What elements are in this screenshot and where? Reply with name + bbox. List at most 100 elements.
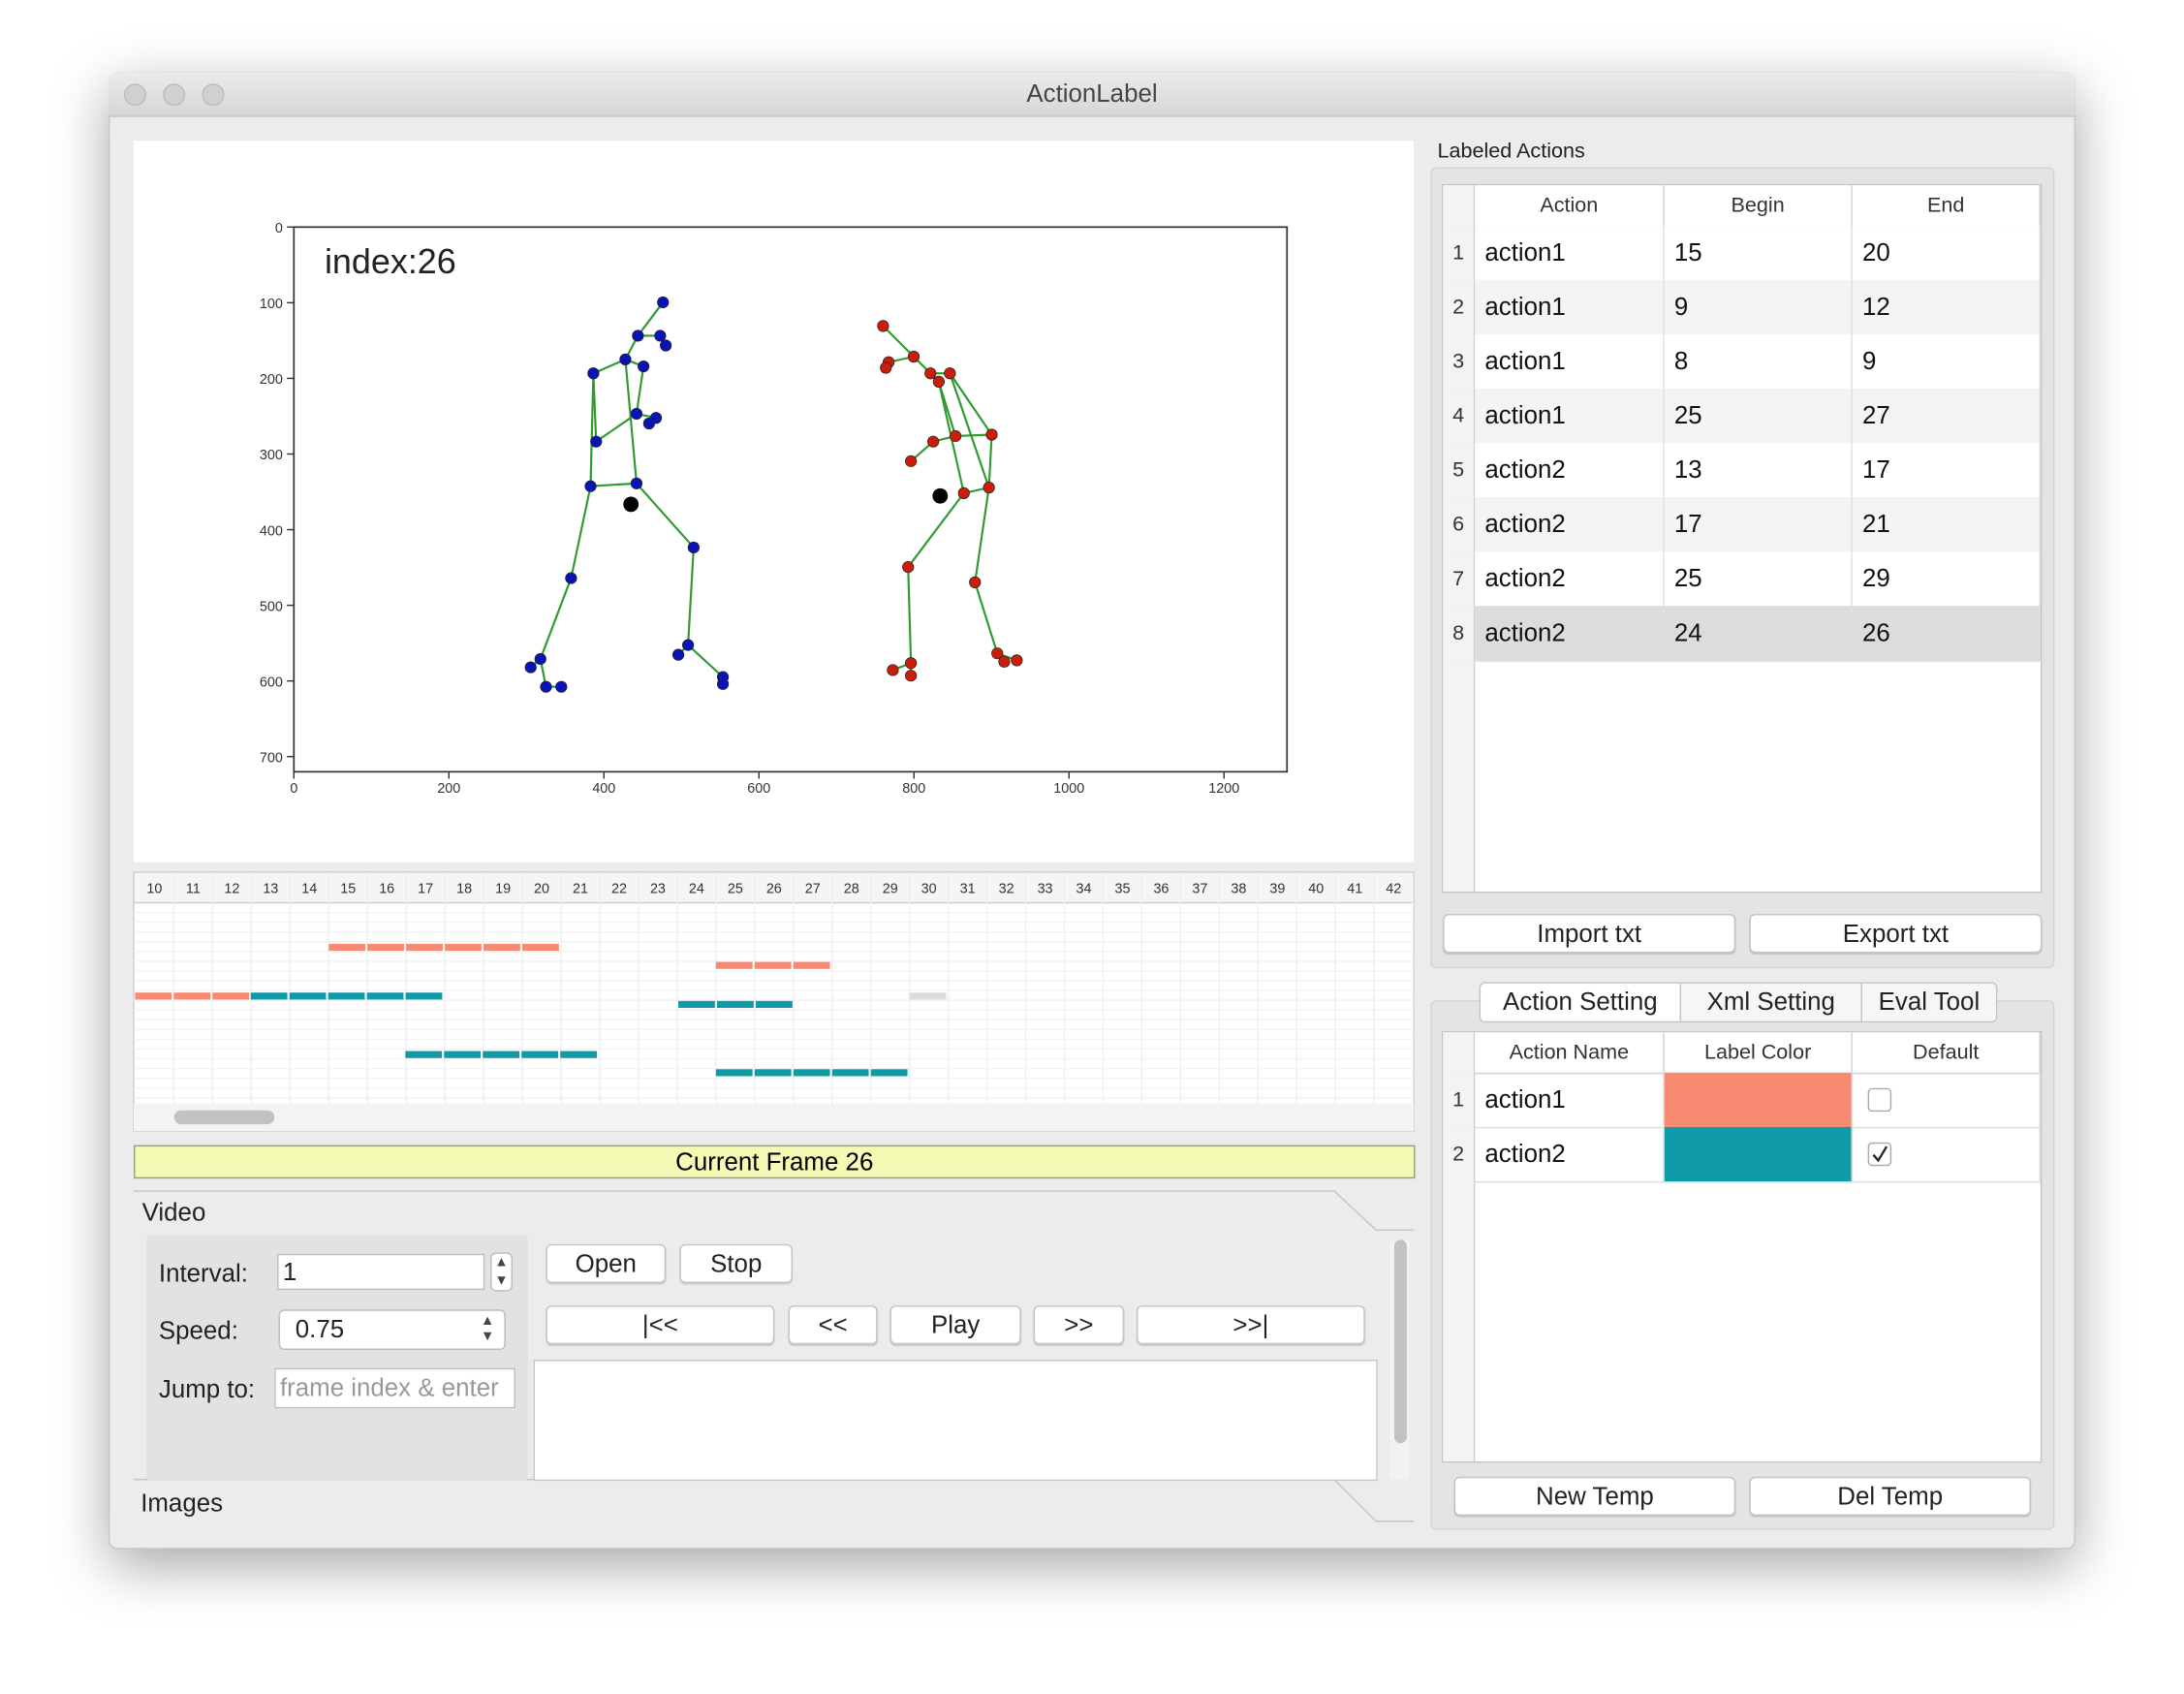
bone	[949, 372, 993, 436]
frame-label: 35	[1114, 881, 1130, 896]
next-button[interactable]: >>	[1033, 1304, 1125, 1345]
first-button[interactable]: |<<	[546, 1304, 775, 1345]
scroll-thumb[interactable]	[173, 1110, 275, 1125]
y-tick-label: 200	[260, 372, 283, 388]
frame-label: 26	[766, 881, 782, 896]
checkbox[interactable]	[1867, 1087, 1892, 1113]
tab[interactable]: Action Setting	[1479, 982, 1682, 1023]
timeline-header	[133, 871, 1415, 904]
checkbox[interactable]	[1867, 1142, 1892, 1167]
log-area[interactable]	[533, 1360, 1378, 1482]
table-row[interactable]: 2 action2	[1443, 1126, 2041, 1183]
table-row[interactable]: 5 action2 13 17	[1443, 443, 2041, 499]
table-row[interactable]: 1 action1	[1443, 1072, 2041, 1129]
joint	[927, 435, 940, 448]
cell: 26	[1852, 606, 2041, 662]
frame-label: 14	[301, 881, 317, 896]
jump-input[interactable]: frame index & enter	[274, 1367, 515, 1409]
close-button[interactable]	[123, 83, 146, 107]
timeline-scrollbar[interactable]	[134, 1103, 1415, 1132]
play-button[interactable]: Play	[889, 1304, 1021, 1345]
label-color[interactable]	[1664, 1072, 1853, 1129]
cell: action1	[1475, 279, 1665, 336]
joint	[671, 648, 685, 661]
labeled-actions-title: Labeled Actions	[1437, 139, 1585, 164]
new-temp-button[interactable]: New Temp	[1453, 1476, 1736, 1516]
table-row[interactable]: 3 action1 8 9	[1443, 334, 2041, 391]
frame-label: 38	[1231, 881, 1246, 896]
row-number: 2	[1443, 279, 1476, 336]
frame-label: 33	[1038, 881, 1053, 896]
interval-input[interactable]: 1	[277, 1253, 485, 1291]
table-row[interactable]: 8 action2 24 26	[1443, 606, 2041, 662]
column-header: Action Name	[1475, 1032, 1665, 1075]
frame-label: 12	[224, 881, 239, 896]
action-segment	[328, 943, 366, 952]
export-button[interactable]: Export txt	[1749, 914, 2043, 954]
frame-label: 13	[263, 881, 278, 896]
zoom-button[interactable]	[202, 83, 225, 107]
cell: 17	[1664, 497, 1853, 553]
table-header: Action Name Label Color Default	[1443, 1032, 2041, 1075]
frame-label: 11	[186, 881, 201, 896]
table-row[interactable]: 2 action1 9 12	[1443, 279, 2041, 336]
minimize-button[interactable]	[163, 83, 186, 107]
table-row[interactable]: 6 action2 17 21	[1443, 497, 2041, 553]
frame-label: 25	[728, 881, 743, 896]
bone	[570, 486, 592, 579]
frame-label: 15	[340, 881, 356, 896]
table-row[interactable]: 4 action1 25 27	[1443, 389, 2041, 445]
frame-label: 27	[805, 881, 821, 896]
row-number: 6	[1443, 497, 1476, 553]
frame-label: 24	[689, 881, 704, 896]
row-number: 3	[1443, 334, 1476, 391]
action-segment	[793, 1069, 830, 1077]
cell: 9	[1852, 334, 2041, 391]
speed-label: Speed:	[158, 1316, 238, 1345]
joint	[905, 455, 918, 467]
table-row[interactable]: 7 action2 25 29	[1443, 551, 2041, 608]
bone	[949, 372, 990, 488]
table-row[interactable]: 1 action1 15 20	[1443, 225, 2041, 282]
joint	[877, 320, 889, 332]
import-button[interactable]: Import txt	[1443, 914, 1736, 954]
last-button[interactable]: >>|	[1137, 1304, 1365, 1345]
row-number: 4	[1443, 389, 1476, 445]
speed-select[interactable]: 0.75	[278, 1309, 506, 1350]
action-segment	[793, 961, 830, 969]
joint	[985, 428, 998, 441]
video-scroll-thumb[interactable]	[1393, 1239, 1407, 1444]
frame-label: 23	[650, 881, 666, 896]
prev-button[interactable]: <<	[788, 1304, 878, 1345]
open-button[interactable]: Open	[546, 1243, 667, 1283]
frame-label: 29	[883, 881, 898, 896]
check-stroke	[1872, 1145, 1888, 1163]
frame-label: 36	[1153, 881, 1169, 896]
interval-spinner[interactable]: ▲ ▼	[490, 1252, 513, 1292]
joint	[642, 417, 655, 430]
joint	[902, 560, 915, 574]
tab[interactable]: Xml Setting	[1679, 982, 1862, 1023]
bone	[687, 643, 724, 678]
joint	[654, 329, 667, 342]
del-temp-button[interactable]: Del Temp	[1749, 1476, 2031, 1516]
joint	[969, 576, 982, 588]
stop-button[interactable]: Stop	[679, 1243, 793, 1283]
row-header-strip	[1443, 660, 1476, 892]
corner	[1443, 1032, 1476, 1075]
bone	[539, 578, 573, 660]
action-segment	[405, 1051, 443, 1058]
action-segment	[909, 992, 947, 1000]
bone	[955, 433, 992, 438]
frame-label: 32	[999, 881, 1014, 896]
timeline-grid: 10 11 12 13 14 15 16 17 18 19 20 21 22 23 24 25 26 27 28 29…	[134, 871, 1415, 1104]
action-segment	[717, 1000, 754, 1009]
cell: action2	[1475, 606, 1665, 662]
tab[interactable]: Eval Tool	[1860, 982, 1998, 1023]
action-segment	[212, 992, 250, 1000]
label-color[interactable]	[1664, 1126, 1853, 1183]
current-frame: Current Frame 26	[134, 1145, 1416, 1179]
frame-label: 31	[960, 881, 976, 896]
